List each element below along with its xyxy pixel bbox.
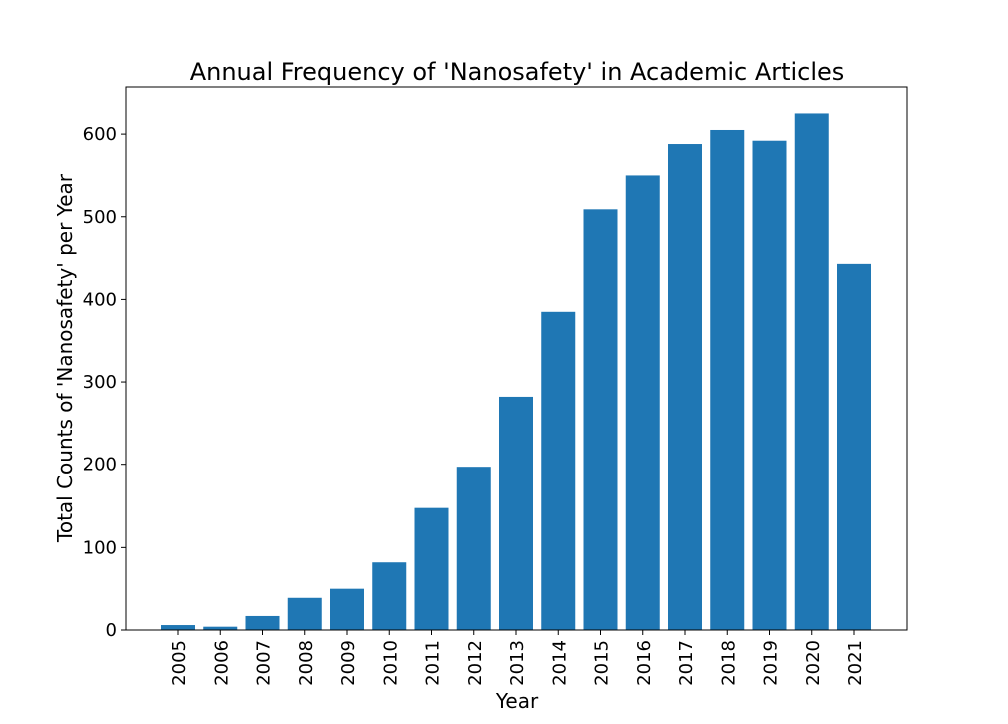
bar-2019 (752, 140, 787, 630)
x-tick-label: 2008 (296, 640, 317, 686)
x-axis: 2005 2006 2007 2008 2009 2010 2011 2012 2013 2014… (169, 630, 866, 686)
x-tick-label: 2019 (761, 640, 782, 686)
x-tick-label: 2013 (507, 640, 528, 686)
bar-2017 (668, 144, 702, 630)
x-tick-label: 2006 (211, 640, 232, 686)
chart-title: Annual Frequency of 'Nanosafety' in Acad… (190, 58, 845, 86)
x-tick-label: 2014 (549, 640, 570, 686)
y-tick-label: 400 (83, 289, 117, 310)
bar-2015 (583, 209, 618, 630)
x-tick-label: 2012 (465, 640, 486, 686)
bar-2021 (837, 263, 871, 630)
bar-2018 (710, 129, 745, 631)
y-tick-label: 200 (83, 455, 117, 476)
bar-2010 (372, 562, 407, 630)
bar-2011 (414, 507, 449, 630)
bar-2005 (161, 625, 195, 630)
y-tick-label: 600 (83, 124, 117, 145)
x-tick-label: 2015 (592, 640, 613, 686)
bar-2020 (794, 113, 829, 630)
bar-2009 (330, 588, 364, 630)
x-tick-label: 2017 (676, 640, 697, 686)
x-tick-label: 2016 (634, 640, 655, 686)
y-tick-label: 300 (83, 372, 117, 393)
x-tick-label: 2010 (380, 640, 401, 686)
x-tick-label: 2009 (338, 640, 359, 686)
y-axis: 0 100 200 300 400 500 600 (83, 124, 126, 641)
y-tick-label: 100 (83, 537, 117, 558)
y-tick-label: 0 (106, 620, 117, 641)
bar-2008 (287, 597, 322, 630)
bar-2016 (625, 175, 660, 630)
x-axis-label: Year (495, 689, 539, 713)
bar-2012 (456, 467, 491, 630)
x-tick-label: 2020 (803, 640, 824, 686)
bar-2014 (541, 311, 576, 630)
plot-area (161, 113, 871, 631)
x-tick-label: 2011 (423, 640, 444, 686)
x-tick-label: 2005 (169, 640, 190, 686)
bar-2006 (203, 626, 238, 630)
y-tick-label: 500 (83, 207, 117, 228)
bar-2007 (245, 615, 280, 630)
x-tick-label: 2021 (845, 640, 866, 686)
bar-2013 (499, 396, 533, 630)
y-axis-label: Total Counts of 'Nanosafety' per Year (53, 173, 77, 543)
x-tick-label: 2018 (718, 640, 739, 686)
x-tick-label: 2007 (254, 640, 275, 686)
